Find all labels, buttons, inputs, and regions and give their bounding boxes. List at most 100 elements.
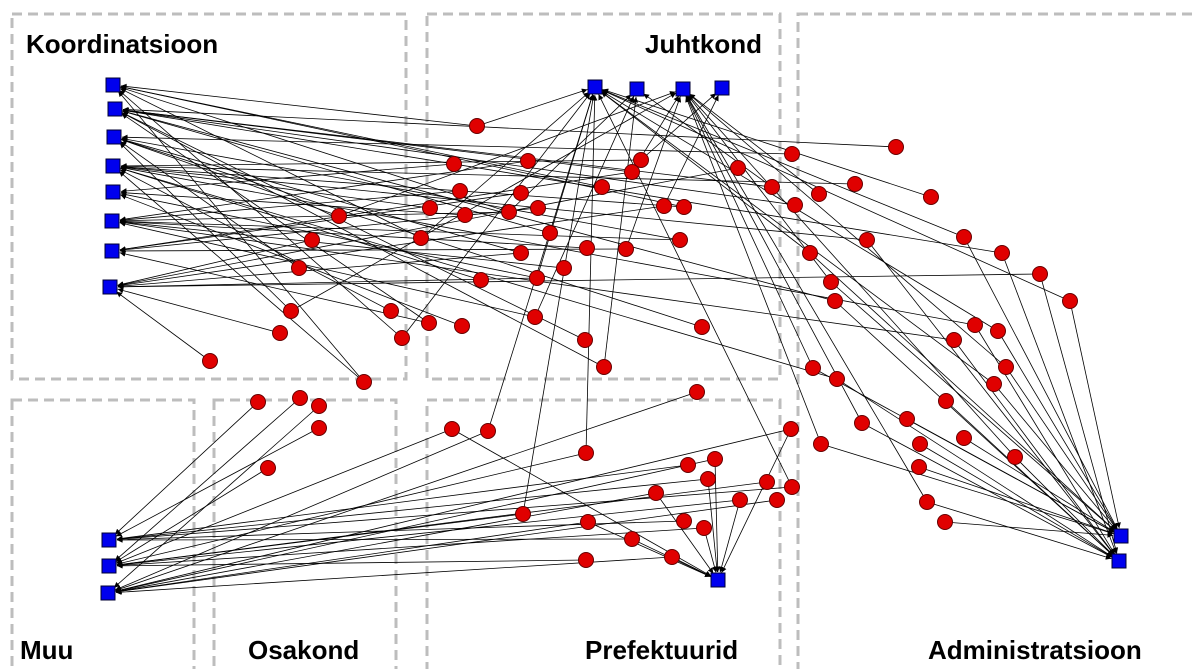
edge <box>121 113 430 324</box>
edge <box>820 443 1114 535</box>
node-circle <box>513 185 529 201</box>
node-circle <box>986 376 1002 392</box>
edge <box>601 91 811 254</box>
edge <box>117 273 1041 290</box>
node-circle <box>805 360 821 376</box>
edge <box>115 467 269 563</box>
node-circle <box>520 153 536 169</box>
edge <box>120 85 685 208</box>
edge <box>1001 252 1117 554</box>
edge <box>117 277 538 290</box>
node-square <box>102 279 118 295</box>
node-circle <box>480 423 496 439</box>
edge <box>122 106 897 148</box>
edge <box>119 211 510 224</box>
edge <box>686 96 814 369</box>
node-circle <box>202 353 218 369</box>
edge <box>115 391 698 592</box>
edge <box>944 521 1114 538</box>
node-circle <box>694 319 710 335</box>
node-circle <box>1032 266 1048 282</box>
node-circle <box>829 371 845 387</box>
node-circle <box>847 176 863 192</box>
edge <box>1069 300 1121 529</box>
edge <box>688 93 1007 368</box>
node-circle <box>648 485 664 501</box>
edge <box>1014 456 1114 556</box>
node-circle <box>530 200 546 216</box>
node-circle <box>859 232 875 248</box>
edge <box>836 378 1113 557</box>
node-square <box>1111 553 1127 569</box>
node-circle <box>469 118 485 134</box>
node-circle <box>283 303 299 319</box>
edge <box>598 94 793 488</box>
node-circle <box>356 374 372 390</box>
edge <box>476 88 588 127</box>
edge <box>119 88 422 239</box>
node-square <box>105 77 121 93</box>
node-circle <box>501 204 517 220</box>
node-circle <box>578 552 594 568</box>
node-circle <box>618 241 634 257</box>
node-circle <box>457 207 473 223</box>
edges <box>113 83 1121 595</box>
edge <box>115 458 716 593</box>
node-circle <box>823 274 839 290</box>
edge <box>114 401 259 535</box>
node-circle <box>1007 449 1023 465</box>
node-circle <box>802 245 818 261</box>
node-circle <box>421 315 437 331</box>
node-circle <box>515 506 531 522</box>
edge <box>997 330 1118 530</box>
node-circle <box>764 179 780 195</box>
node-circle <box>689 384 705 400</box>
edge <box>522 94 596 515</box>
node-square <box>101 558 117 574</box>
edge <box>945 400 1114 556</box>
edge <box>602 88 932 198</box>
edge <box>116 291 211 362</box>
edge <box>585 94 598 454</box>
edge <box>663 95 719 207</box>
edge <box>117 252 522 289</box>
edge <box>121 134 793 155</box>
edge <box>119 248 627 254</box>
node-circle <box>827 293 843 309</box>
node-circle <box>624 164 640 180</box>
edge <box>926 501 1112 560</box>
node-circle <box>707 451 723 467</box>
node-circle <box>556 260 572 276</box>
node-circle <box>787 197 803 213</box>
node-circle <box>967 317 983 333</box>
group-box <box>425 12 782 381</box>
edge <box>115 521 589 594</box>
node-square <box>104 213 120 229</box>
edge <box>119 251 430 324</box>
edge <box>116 527 705 568</box>
node-circle <box>784 146 800 162</box>
node-circle <box>527 309 543 325</box>
node-circle <box>919 494 935 510</box>
node-circle <box>331 208 347 224</box>
edge <box>120 141 300 269</box>
edge <box>117 287 281 334</box>
edge <box>655 492 714 574</box>
node-circle <box>946 332 962 348</box>
node-square <box>100 585 116 601</box>
group-label: Prefektuurid <box>585 635 738 665</box>
node-circle <box>1062 293 1078 309</box>
node-square <box>1113 528 1129 544</box>
node-circle <box>578 445 594 461</box>
node-circle <box>454 318 470 334</box>
node-circle <box>446 156 462 172</box>
edge <box>718 499 741 573</box>
edge <box>119 169 392 312</box>
edge <box>118 89 403 339</box>
edge <box>974 324 1116 555</box>
edge <box>120 194 463 327</box>
edge <box>121 136 681 241</box>
node-square <box>714 80 730 96</box>
edge <box>120 191 538 279</box>
edge <box>401 93 591 339</box>
